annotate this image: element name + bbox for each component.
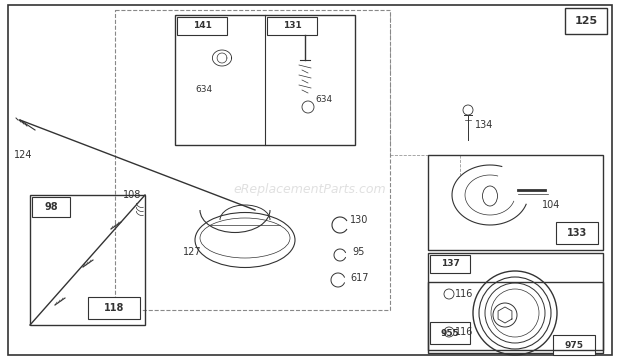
Bar (32, 197, 70, 217)
Text: 141: 141 (193, 22, 211, 30)
Bar (430, 322, 470, 344)
Text: 95: 95 (352, 247, 365, 257)
Text: 134: 134 (475, 120, 494, 130)
Text: eReplacementParts.com: eReplacementParts.com (234, 183, 386, 196)
Bar (430, 255, 470, 273)
Text: 133: 133 (567, 228, 587, 238)
Text: 130: 130 (350, 215, 368, 225)
Bar (565, 8, 607, 34)
Text: 975: 975 (564, 340, 583, 349)
Bar (30, 195, 145, 325)
Text: 125: 125 (575, 16, 598, 26)
Bar (428, 155, 603, 250)
Bar (175, 15, 355, 145)
Text: 955: 955 (441, 329, 459, 338)
Text: 124: 124 (14, 150, 32, 160)
Bar (115, 10, 390, 310)
Text: 116: 116 (455, 327, 474, 337)
Text: 131: 131 (283, 22, 301, 30)
Text: 634: 634 (195, 86, 212, 95)
Bar (556, 222, 598, 244)
Bar (553, 335, 595, 355)
Text: 116: 116 (455, 289, 474, 299)
Text: 127: 127 (183, 247, 202, 257)
Bar (428, 282, 603, 350)
Bar (177, 17, 227, 35)
Text: 98: 98 (44, 202, 58, 212)
Text: 617: 617 (350, 273, 368, 283)
Bar (267, 17, 317, 35)
Bar (428, 253, 603, 353)
Text: 104: 104 (542, 200, 560, 210)
Bar (88, 297, 140, 319)
Text: 108: 108 (123, 190, 141, 200)
Text: 634: 634 (315, 96, 332, 104)
Text: 137: 137 (441, 260, 459, 269)
Text: 118: 118 (104, 303, 124, 313)
